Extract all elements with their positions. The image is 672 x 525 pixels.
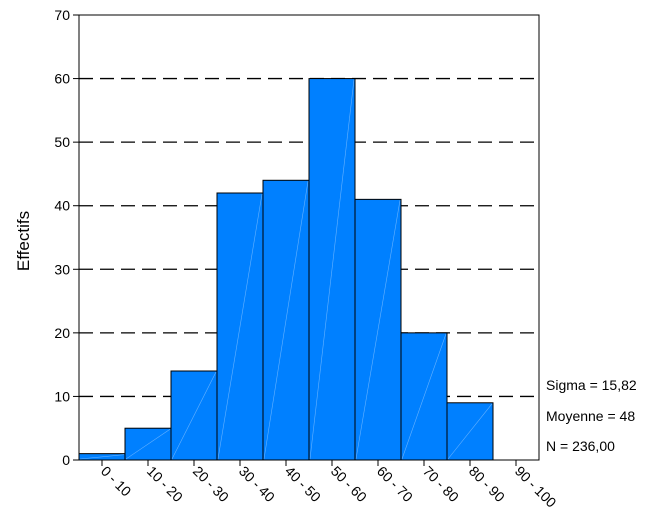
plot-frame bbox=[78, 14, 540, 461]
x-tick-label: 90 - 100 bbox=[512, 463, 560, 511]
y-tick-label: 0 bbox=[62, 452, 70, 468]
bar-highlight bbox=[447, 403, 493, 460]
x-tick-label: 70 - 80 bbox=[420, 463, 462, 505]
axes bbox=[73, 14, 540, 466]
stat-sigma: Sigma = 15,82 bbox=[546, 377, 637, 393]
y-tick-label: 20 bbox=[54, 325, 70, 341]
x-tick-label: 50 - 60 bbox=[328, 463, 370, 505]
y-tick-label: 40 bbox=[54, 198, 70, 214]
y-tick-label: 30 bbox=[54, 261, 70, 277]
bar-highlight bbox=[217, 193, 263, 460]
y-tick-label: 60 bbox=[54, 71, 70, 87]
x-tick-labels: 0 - 10 10 - 20 20 - 30 30 - 40 40 - 50 50 - 6… bbox=[98, 463, 560, 511]
bar-highlight bbox=[309, 79, 355, 460]
x-tick-label: 40 - 50 bbox=[282, 463, 324, 505]
stat-n: N = 236,00 bbox=[546, 438, 615, 454]
x-tick-label: 0 - 10 bbox=[98, 463, 135, 500]
bar-highlight bbox=[401, 333, 447, 460]
y-axis-title: Effectifs bbox=[14, 211, 33, 271]
bars bbox=[78, 78, 494, 461]
bar-highlight bbox=[79, 454, 125, 460]
y-tick-label: 70 bbox=[54, 7, 70, 23]
bar-highlight bbox=[355, 200, 401, 460]
bar-highlight bbox=[171, 371, 217, 460]
bar-highlight bbox=[125, 428, 171, 460]
x-tick-label: 80 - 90 bbox=[466, 463, 508, 505]
x-tick-label: 20 - 30 bbox=[190, 463, 232, 505]
gridlines bbox=[79, 77, 539, 398]
y-tick-labels: 0 10 20 30 40 50 60 70 bbox=[54, 7, 70, 468]
y-tick-label: 50 bbox=[54, 134, 70, 150]
x-tick-label: 30 - 40 bbox=[236, 463, 278, 505]
y-tick-label: 10 bbox=[54, 388, 70, 404]
stat-mean: Moyenne = 48 bbox=[546, 408, 636, 424]
bar-highlight bbox=[263, 181, 309, 460]
x-tick-label: 10 - 20 bbox=[144, 463, 186, 505]
x-tick-label: 60 - 70 bbox=[374, 463, 416, 505]
